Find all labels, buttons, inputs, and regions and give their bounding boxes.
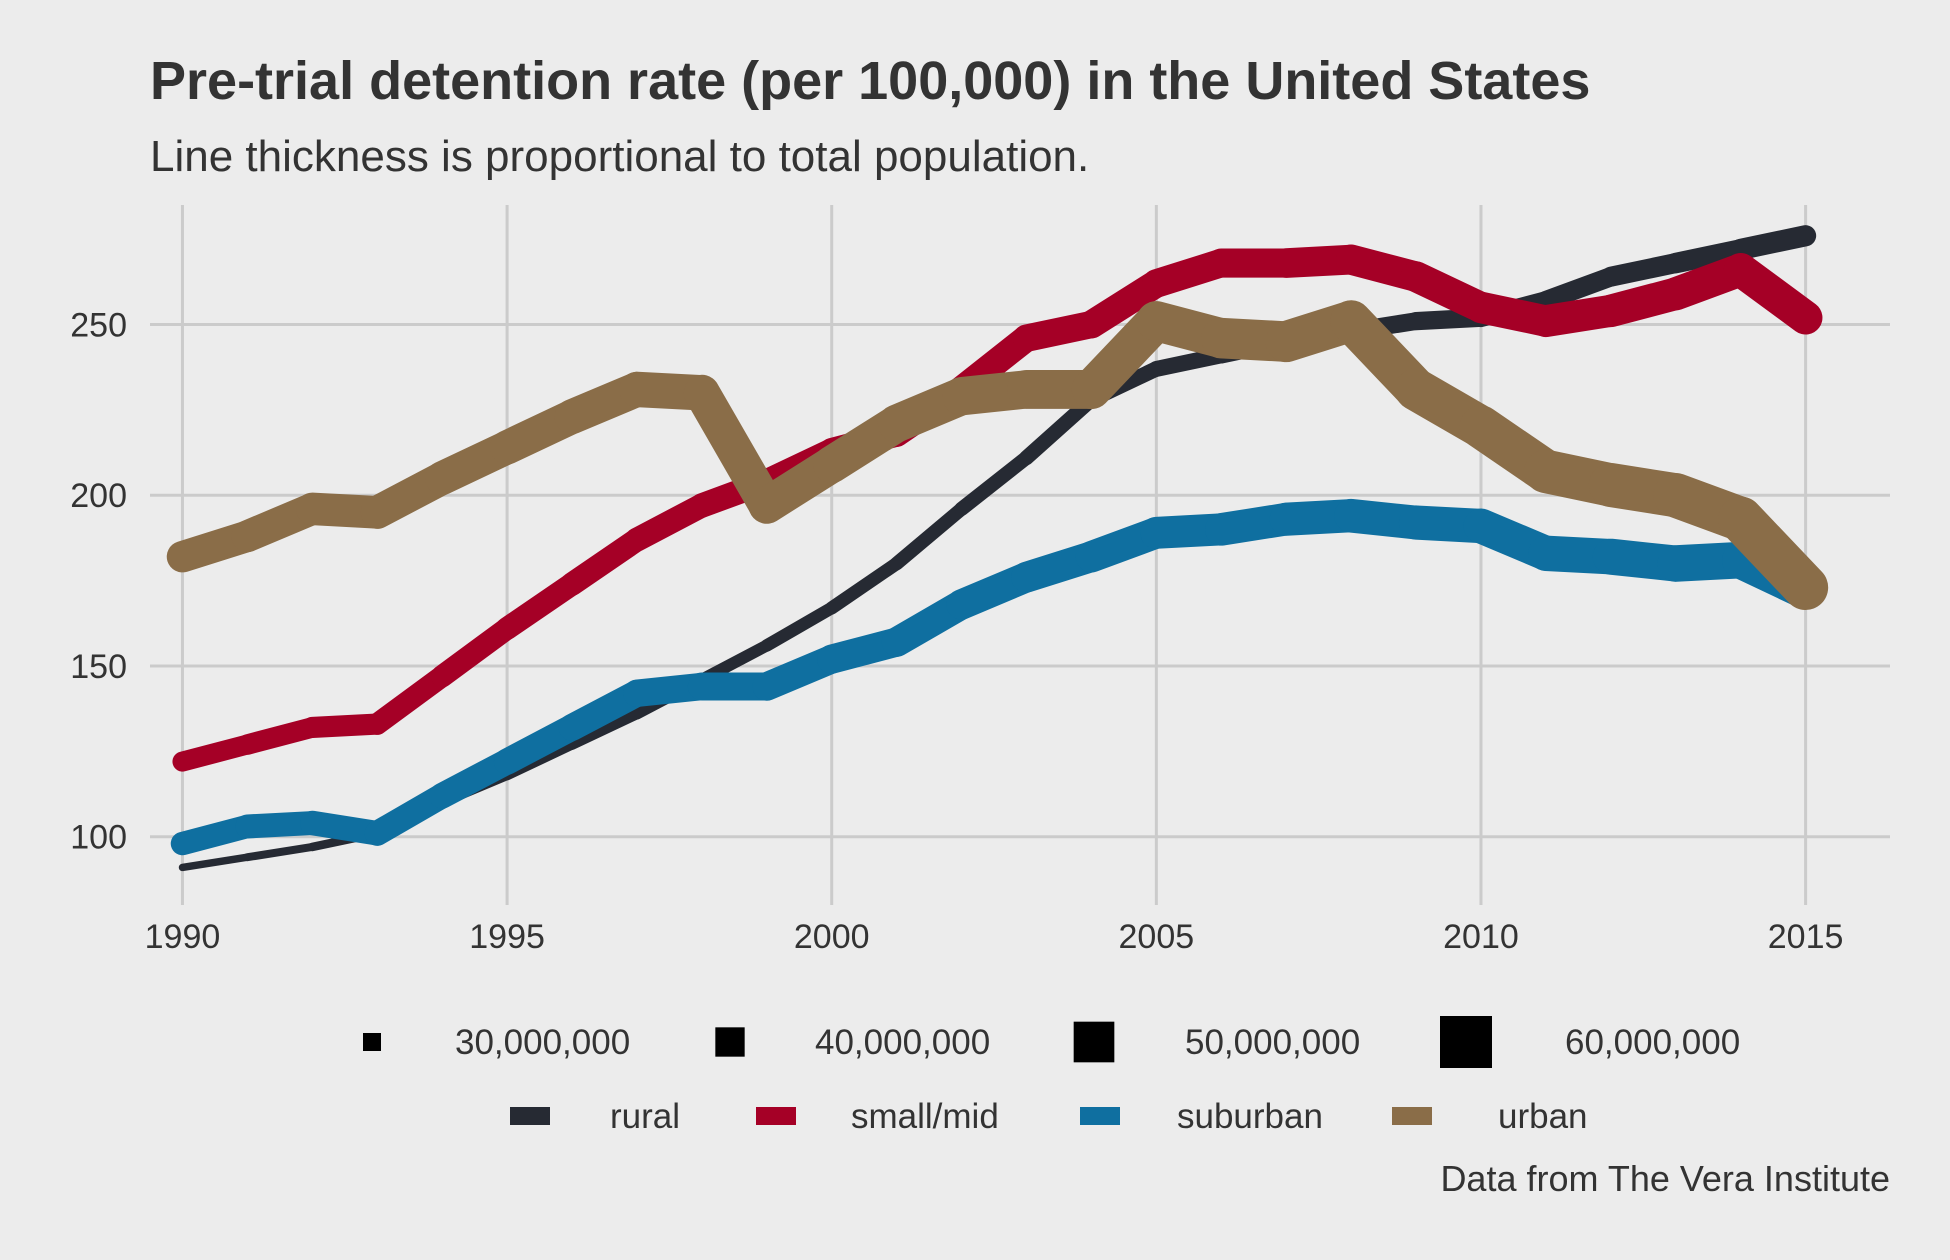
segment-small-mid-1995 [495,572,584,640]
size-legend-key-2 [1073,1021,1115,1063]
color-legend-label-small-mid: small/mid [851,1097,999,1136]
x-tick-label-2000: 2000 [794,918,870,956]
chart-caption: Data from The Vera Institute [1440,1158,1890,1199]
segment-rural-2014 [1730,225,1817,260]
segment-rural-2003 [1019,392,1099,466]
y-tick-label-200: 200 [70,477,127,515]
segment-rural-2013 [1665,239,1751,274]
segment-rural-2002 [954,450,1034,517]
legend: 30,000,000 40,000,000 50,000,000 60,000,000… [363,1016,1740,1136]
size-legend-label-1: 40,000,000 [815,1023,990,1062]
y-tick-label-150: 150 [70,648,127,686]
x-tick-label-1990: 1990 [145,918,221,956]
color-legend-key-urban [1392,1107,1432,1125]
color-legend-label-rural: rural [610,1097,680,1136]
x-tick-label-2005: 2005 [1119,918,1195,956]
series-urban [166,300,1829,611]
x-tick-label-2015: 2015 [1768,918,1844,956]
size-legend-key-3 [1440,1016,1492,1068]
segment-small-mid-2014 [1723,253,1823,335]
segment-small-mid-1991 [237,717,323,755]
segment-rural-1999 [760,601,839,652]
segment-rural-2012 [1600,253,1686,287]
segment-rural-2011 [1536,266,1621,311]
chart-subtitle: Line thickness is proportional to total … [150,132,1090,181]
segment-small-mid-1993 [366,665,454,735]
color-legend-key-suburban [1080,1107,1120,1125]
segment-urban-1998 [683,374,785,524]
segment-rural-1996 [566,708,643,750]
series-small-mid [172,244,1823,772]
size-legend-key-1 [715,1027,745,1057]
size-legend-key-0 [363,1033,381,1051]
color-legend-key-rural [510,1107,550,1125]
segment-urban-2014 [1718,496,1829,611]
y-tick-label-100: 100 [70,819,127,857]
segment-rural-2000 [825,556,904,615]
y-tick-label-250: 250 [70,307,127,345]
size-legend-label-3: 60,000,000 [1565,1023,1740,1062]
segment-small-mid-1994 [431,617,519,688]
chart-title: Pre-trial detention rate (per 100,000) i… [150,51,1591,111]
size-legend-label-2: 50,000,000 [1185,1023,1360,1062]
segment-rural-1990 [178,853,252,872]
x-tick-label-1995: 1995 [469,918,545,956]
color-legend-label-urban: urban [1498,1097,1588,1136]
size-legend-label-0: 30,000,000 [455,1023,630,1062]
segment-rural-2005 [1148,347,1230,377]
color-legend-key-small-mid [756,1107,796,1125]
series-lines [166,225,1829,872]
series-suburban [170,498,1825,856]
segment-small-mid-1990 [172,734,258,772]
x-tick-label-2010: 2010 [1443,918,1519,956]
axis-tick-labels: 1990 1995 2000 2005 2010 2015 100 150 200 250 [70,307,1843,956]
segment-rural-1991 [243,842,317,862]
color-legend-label-suburban: suburban [1177,1097,1323,1136]
segment-rural-2001 [889,502,969,571]
segment-small-mid-1996 [560,527,649,596]
